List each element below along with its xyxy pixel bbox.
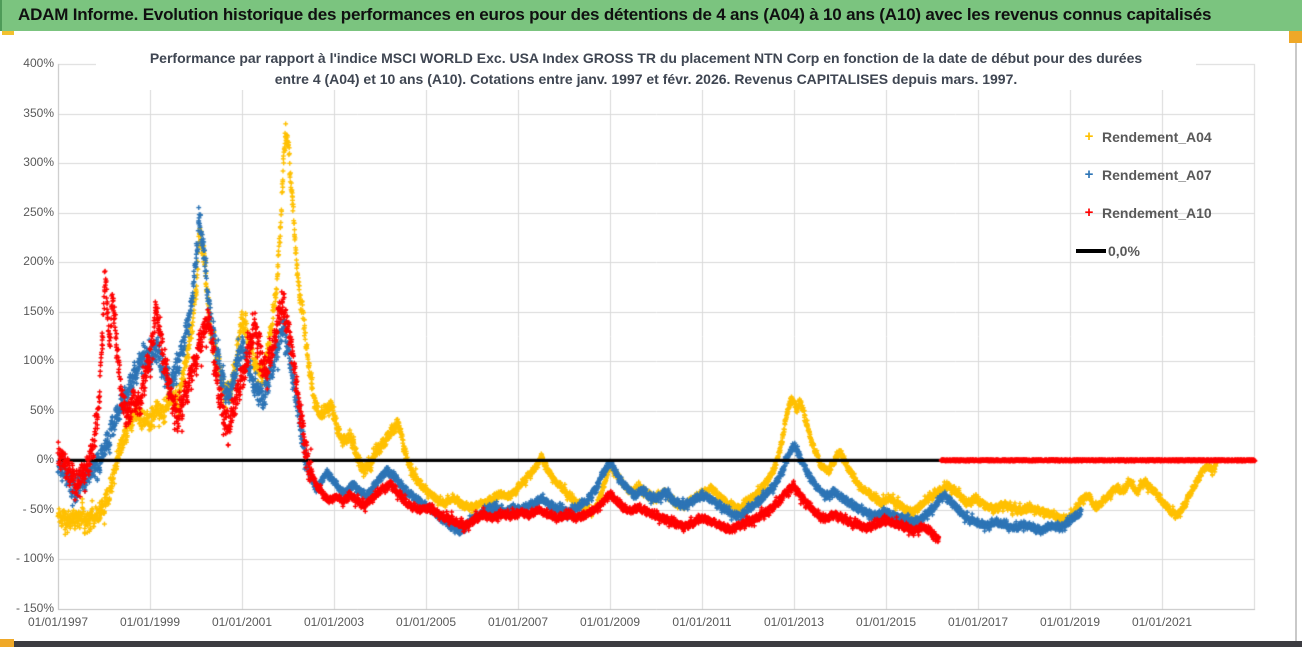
- y-axis-label: 150%: [23, 303, 54, 318]
- y-axis-label: - 150%: [15, 601, 54, 615]
- legend-label: Rendement_A10: [1102, 205, 1212, 221]
- chart-title-line1: Performance par rapport à l'indice MSCI …: [149, 50, 1143, 66]
- chart-title: Performance par rapport à l'indice MSCI …: [96, 48, 1196, 90]
- x-axis-label: 01/01/2015: [855, 615, 917, 629]
- legend-label: Rendement_A07: [1102, 167, 1212, 183]
- x-axis-label: 01/01/2003: [303, 615, 365, 629]
- legend-item-rendement-a07: + Rendement_A07: [1076, 156, 1286, 194]
- x-axis-label: 01/01/2009: [579, 615, 641, 629]
- y-axis-label: - 50%: [22, 501, 54, 516]
- chart-right-border: [1295, 43, 1297, 641]
- x-axis-label: 01/01/1997: [27, 615, 89, 629]
- x-axis-label: 01/01/2001: [211, 615, 273, 629]
- x-axis-label: 01/01/2007: [487, 615, 549, 629]
- y-axis-label: 400%: [23, 56, 54, 70]
- legend-item-zero-line: 0,0%: [1076, 232, 1286, 270]
- x-axis-label: 01/01/2005: [395, 615, 457, 629]
- x-axis-label: 01/01/2011: [672, 615, 732, 629]
- legend-label: Rendement_A04: [1102, 129, 1212, 145]
- x-axis-label: 01/01/2019: [1039, 615, 1100, 629]
- plus-marker-icon: +: [1084, 204, 1094, 221]
- y-axis-label: 350%: [23, 105, 54, 120]
- legend-label: 0,0%: [1108, 243, 1140, 259]
- y-axis-label: - 100%: [15, 551, 54, 566]
- x-axis-label: 01/01/2013: [763, 615, 825, 629]
- corner-accent: [1289, 31, 1302, 43]
- legend-item-rendement-a04: + Rendement_A04: [1076, 118, 1286, 156]
- y-axis-label: 250%: [23, 204, 54, 219]
- zero-line-icon: [1076, 249, 1106, 253]
- y-axis-label: 100%: [23, 353, 54, 368]
- chart-legend: + Rendement_A04 + Rendement_A07 + Rendem…: [1076, 118, 1286, 270]
- chart-title-line2: entre 4 (A04) et 10 ans (A10). Cotations…: [274, 71, 1018, 87]
- plus-marker-icon: +: [1084, 166, 1094, 183]
- y-axis-label: 300%: [23, 155, 54, 170]
- plus-marker-icon: +: [1084, 128, 1094, 145]
- x-axis-label: 01/01/2017: [947, 615, 1009, 629]
- x-axis-label: 01/01/1999: [119, 615, 181, 629]
- bottom-left-accent: [0, 639, 14, 647]
- y-axis-label: 0%: [36, 452, 54, 467]
- x-axis-label: 01/01/2021: [1131, 615, 1192, 629]
- y-axis-label: 200%: [23, 254, 54, 269]
- y-axis-label: 50%: [29, 402, 54, 417]
- legend-item-rendement-a10: + Rendement_A10: [1076, 194, 1286, 232]
- bottom-bar: [0, 641, 1302, 647]
